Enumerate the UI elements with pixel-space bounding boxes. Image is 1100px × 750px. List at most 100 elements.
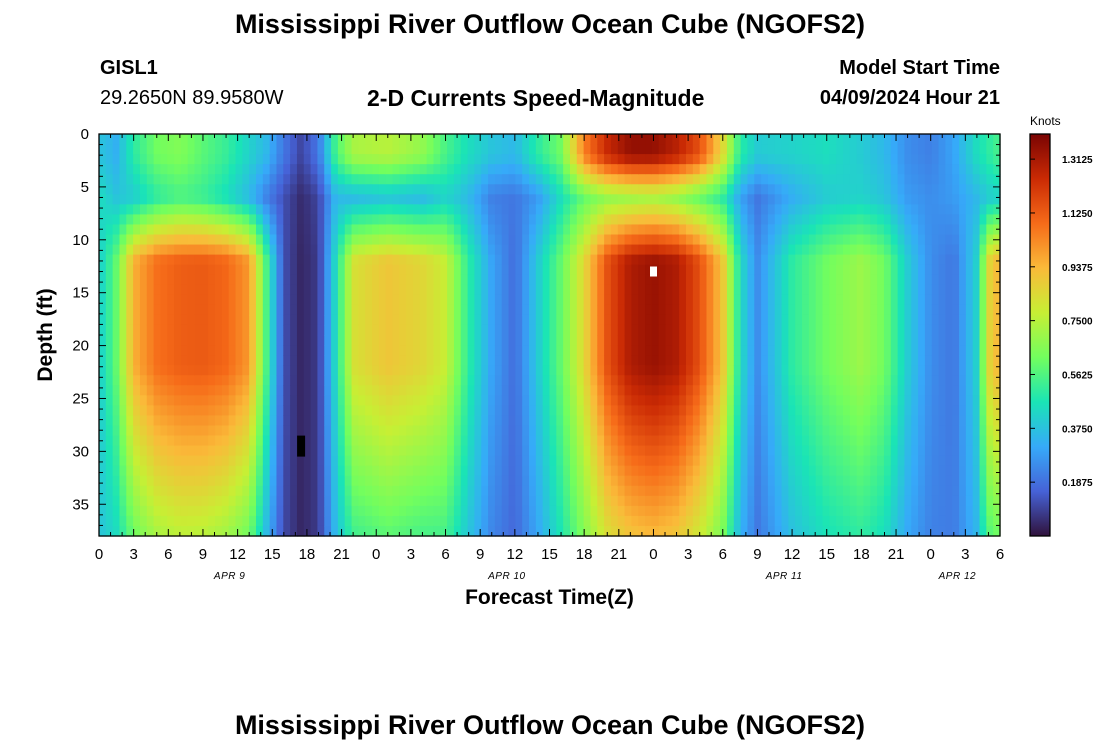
heatmap-cell [412,204,421,215]
heatmap-cell [699,425,708,437]
heatmap-cell [849,485,858,497]
heatmap-cell [856,515,865,527]
heatmap-cell [535,264,544,276]
heatmap-cell [631,515,639,527]
heatmap-cell [481,224,489,236]
heatmap-cell [747,525,755,537]
heatmap-cell [453,525,462,537]
heatmap-cell [604,465,612,477]
heatmap-cell [774,375,783,386]
heatmap-cell [713,314,721,326]
heatmap-cell [563,435,571,447]
heatmap-cell [931,154,940,165]
heatmap-cell [569,304,578,316]
heatmap-cell [160,214,168,226]
heatmap-cell [604,154,612,165]
heatmap-cell [938,335,946,346]
heatmap-cell [549,284,557,296]
heatmap-cell [706,304,714,316]
heatmap-cell [938,174,946,185]
heatmap-cell [631,274,639,286]
heatmap-cell [658,365,667,376]
heatmap-cell [344,425,353,437]
heatmap-cell [447,335,455,346]
heatmap-cell [194,254,202,266]
heatmap-cell [481,134,489,145]
heatmap-cell [105,264,114,276]
heatmap-cell [467,174,476,185]
heatmap-cell [133,395,141,406]
heatmap-cell [126,284,134,296]
heatmap-cell [856,284,865,296]
heatmap-cell [262,395,271,406]
heatmap-cell [624,345,633,356]
heatmap-cell [583,435,592,447]
heatmap-cell [426,405,435,416]
heatmap-cell [351,244,359,256]
heatmap-cell [105,455,114,467]
heatmap-cell [638,274,646,286]
heatmap-cell [549,234,557,246]
heatmap-cell [686,314,694,326]
heatmap-cell [720,214,728,226]
heatmap-cell [720,355,728,366]
heatmap-cell [221,194,230,205]
heatmap-cell [365,335,373,346]
heatmap-cell [726,495,735,507]
heatmap-cell [726,425,735,437]
heatmap-cell [522,515,530,527]
heatmap-cell [358,405,366,416]
heatmap-cell [262,475,271,487]
heatmap-cell [658,194,667,205]
heatmap-cell [754,395,762,406]
heatmap-cell [720,294,728,306]
heatmap-cell [774,214,783,226]
heatmap-cell [740,274,749,286]
heatmap-cell [99,475,107,487]
heatmap-cell [365,485,373,497]
heatmap-cell [112,395,121,406]
heatmap-cell [822,154,830,165]
heatmap-cell [385,154,394,165]
heatmap-cell [938,475,946,487]
heatmap-cell [665,274,673,286]
heatmap-cell [215,254,223,266]
heatmap-cell [658,335,667,346]
heatmap-cell [324,445,332,457]
heatmap-cell [481,485,489,497]
heatmap-cell [931,214,940,226]
heatmap-cell [808,395,817,406]
heatmap-cell [658,154,667,165]
heatmap-cell [808,144,817,155]
heatmap-cell [686,505,694,517]
heatmap-cell [378,144,387,155]
heatmap-cell [529,304,537,316]
heatmap-cell [146,294,155,306]
heatmap-cell [583,234,592,246]
heatmap-cell [310,485,319,497]
heatmap-cell [576,194,585,205]
heatmap-cell [590,365,598,376]
heatmap-cell [720,144,728,155]
heatmap-cell [849,184,858,195]
heatmap-cell [412,375,421,386]
heatmap-cell [740,425,749,437]
heatmap-cell [180,415,189,427]
heatmap-cell [556,515,564,527]
heatmap-cell [924,505,933,517]
heatmap-cell [460,485,469,497]
heatmap-cell [843,445,851,457]
heatmap-cell [569,324,578,336]
heatmap-cell [399,525,407,537]
heatmap-cell [720,184,728,195]
heatmap-cell [774,475,783,487]
heatmap-cell [494,425,503,437]
heatmap-cell [658,455,667,467]
heatmap-cell [221,385,230,396]
heatmap-cell [119,274,127,286]
heatmap-cell [774,365,783,376]
heatmap-cell [542,525,551,537]
heatmap-cell [638,345,646,356]
heatmap-cell [713,335,721,346]
heatmap-cell [215,264,223,276]
